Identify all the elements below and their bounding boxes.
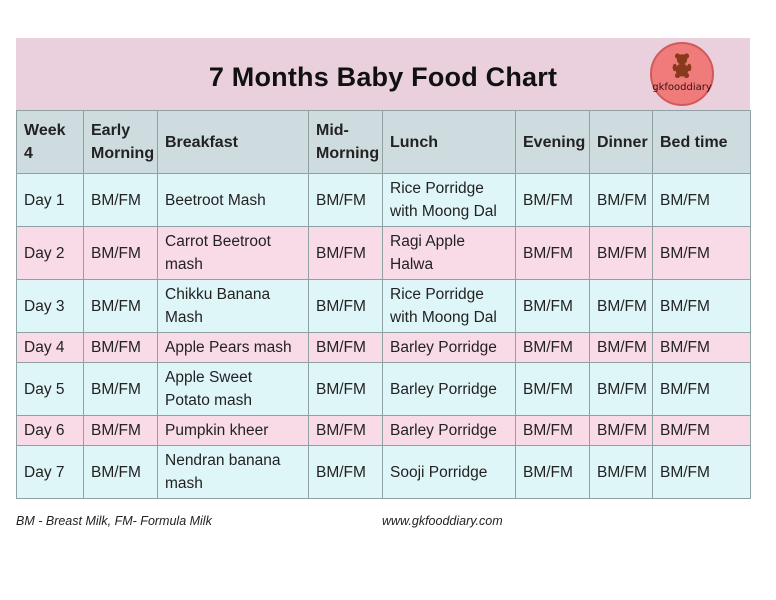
table-cell: Day 6 (16, 415, 84, 446)
table-cell: BM/FM (308, 362, 383, 416)
teddy-bear-icon (672, 53, 692, 78)
column-header: Early Morning (83, 110, 158, 174)
table-cell: BM/FM (589, 226, 653, 280)
table-cell: Beetroot Mash (157, 173, 309, 227)
table-header-row: Week 4 Early Morning Breakfast Mid-Morni… (16, 110, 751, 174)
table-cell: Day 4 (16, 332, 84, 363)
table-cell: Day 5 (16, 362, 84, 416)
table-cell: BM/FM (652, 362, 751, 416)
page-title: 7 Months Baby Food Chart (208, 62, 558, 92)
table-row: Day 4 BM/FM Apple Pears mash BM/FM Barle… (16, 332, 751, 363)
table-cell: BM/FM (652, 445, 751, 499)
column-header: Evening (515, 110, 590, 174)
table-cell: BM/FM (515, 445, 590, 499)
table-cell: BM/FM (308, 173, 383, 227)
table-cell: Sooji Porridge (382, 445, 516, 499)
table-cell: Barley Porridge (382, 332, 516, 363)
table-cell: BM/FM (83, 332, 158, 363)
table-cell: Nendran banana mash (157, 445, 309, 499)
table-cell: Carrot Beetroot mash (157, 226, 309, 280)
table-cell: Rice Porridge with Moong Dal (382, 173, 516, 227)
table-cell: Apple Pears mash (157, 332, 309, 363)
table-cell: BM/FM (83, 279, 158, 333)
column-header: Lunch (382, 110, 516, 174)
table-cell: BM/FM (515, 279, 590, 333)
food-chart-table: Week 4 Early Morning Breakfast Mid-Morni… (16, 110, 751, 499)
table-row: Day 7 BM/FM Nendran banana mash BM/FM So… (16, 445, 751, 499)
table-cell: BM/FM (652, 173, 751, 227)
table-cell: BM/FM (589, 332, 653, 363)
table-cell: Barley Porridge (382, 362, 516, 416)
table-cell: BM/FM (652, 415, 751, 446)
table-cell: Ragi Apple Halwa (382, 226, 516, 280)
table-cell: BM/FM (589, 173, 653, 227)
table-cell: BM/FM (308, 332, 383, 363)
column-header: Dinner (589, 110, 653, 174)
table-cell: BM/FM (83, 362, 158, 416)
table-cell: BM/FM (515, 226, 590, 280)
table-cell: Chikku Banana Mash (157, 279, 309, 333)
table-cell: Apple Sweet Potato mash (157, 362, 309, 416)
table-row: Day 5 BM/FM Apple Sweet Potato mash BM/F… (16, 362, 751, 416)
logo-text: gkfooddiary (652, 82, 712, 93)
table-cell: BM/FM (652, 332, 751, 363)
table-cell: BM/FM (83, 445, 158, 499)
table-cell: BM/FM (515, 362, 590, 416)
table-cell: Rice Porridge with Moong Dal (382, 279, 516, 333)
table-cell: BM/FM (83, 415, 158, 446)
gkfooddiary-logo: gkfooddiary (650, 42, 714, 106)
table-cell: BM/FM (515, 332, 590, 363)
table-cell: Day 7 (16, 445, 84, 499)
table-row: Day 2 BM/FM Carrot Beetroot mash BM/FM R… (16, 226, 751, 280)
table-cell: BM/FM (308, 279, 383, 333)
table-cell: Day 1 (16, 173, 84, 227)
table-cell: BM/FM (589, 415, 653, 446)
table-cell: Day 2 (16, 226, 84, 280)
table-cell: BM/FM (515, 415, 590, 446)
table-cell: BM/FM (652, 279, 751, 333)
chart-header: 7 Months Baby Food Chart gkfooddiary (16, 38, 750, 110)
website-credit: www.gkfooddiary.com (382, 514, 503, 528)
table-cell: BM/FM (652, 226, 751, 280)
table-cell: Pumpkin kheer (157, 415, 309, 446)
column-header: Mid-Morning (308, 110, 383, 174)
column-header: Week 4 (16, 110, 84, 174)
table-cell: BM/FM (308, 445, 383, 499)
table-cell: BM/FM (308, 415, 383, 446)
table-row: Day 3 BM/FM Chikku Banana Mash BM/FM Ric… (16, 279, 751, 333)
table-cell: BM/FM (83, 173, 158, 227)
table-cell: BM/FM (308, 226, 383, 280)
table-row: Day 1 BM/FM Beetroot Mash BM/FM Rice Por… (16, 173, 751, 227)
table-row: Day 6 BM/FM Pumpkin kheer BM/FM Barley P… (16, 415, 751, 446)
table-cell: BM/FM (83, 226, 158, 280)
table-cell: BM/FM (589, 362, 653, 416)
table-cell: BM/FM (589, 279, 653, 333)
table-cell: Barley Porridge (382, 415, 516, 446)
column-header: Bed time (652, 110, 751, 174)
abbreviation-legend: BM - Breast Milk, FM- Formula Milk (16, 514, 212, 528)
table-cell: Day 3 (16, 279, 84, 333)
table-cell: BM/FM (515, 173, 590, 227)
table-cell: BM/FM (589, 445, 653, 499)
column-header: Breakfast (157, 110, 309, 174)
